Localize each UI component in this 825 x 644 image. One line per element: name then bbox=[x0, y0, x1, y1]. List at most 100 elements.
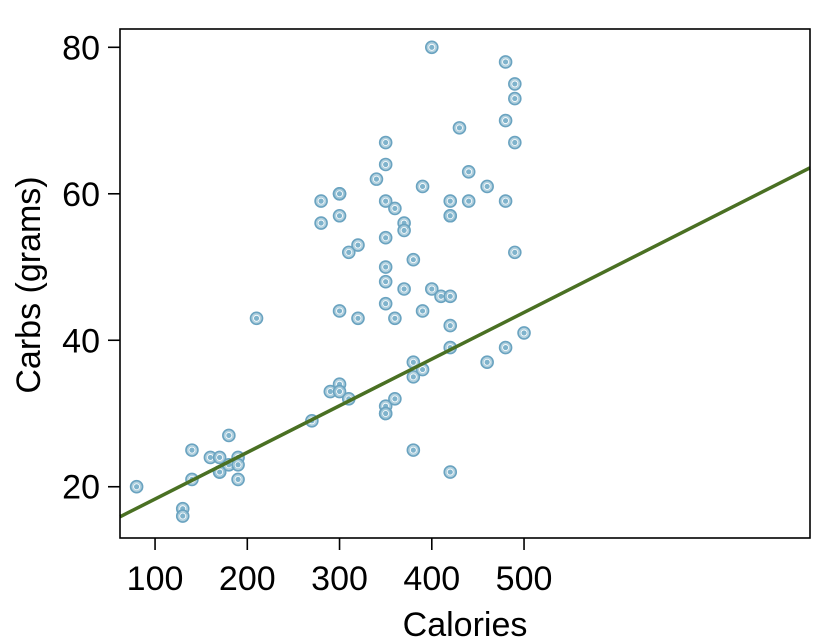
data-point bbox=[378, 135, 393, 150]
data-point bbox=[406, 252, 421, 267]
data-point bbox=[351, 311, 365, 326]
data-point-core bbox=[409, 358, 417, 366]
data-point-core bbox=[511, 139, 519, 146]
y-tick-label: 20 bbox=[62, 469, 100, 507]
data-point-core bbox=[409, 373, 417, 381]
data-point-core bbox=[446, 212, 454, 220]
data-point-core bbox=[336, 388, 343, 395]
plot-frame bbox=[119, 28, 811, 539]
data-point-core bbox=[437, 292, 445, 300]
data-point bbox=[378, 296, 393, 311]
data-point bbox=[388, 201, 402, 216]
data-point-core bbox=[446, 322, 454, 330]
data-point-core bbox=[317, 197, 325, 205]
data-point-core bbox=[373, 175, 380, 183]
data-point bbox=[508, 77, 522, 91]
data-point bbox=[498, 55, 513, 69]
data-point-core bbox=[382, 278, 390, 286]
data-point-core bbox=[336, 212, 343, 220]
y-tick-label: 60 bbox=[62, 176, 100, 214]
data-point-core bbox=[336, 190, 343, 198]
data-point-core bbox=[465, 197, 473, 205]
data-point-core bbox=[502, 117, 509, 124]
data-point bbox=[185, 443, 199, 457]
x-tick-label: 500 bbox=[496, 560, 553, 598]
data-point bbox=[388, 311, 402, 326]
data-point bbox=[249, 311, 264, 326]
data-point bbox=[175, 509, 190, 523]
data-point-core bbox=[382, 234, 390, 242]
data-point bbox=[222, 428, 236, 443]
data-point bbox=[378, 157, 393, 172]
data-point-core bbox=[446, 292, 454, 300]
data-point-core bbox=[216, 468, 224, 476]
data-point-core bbox=[317, 219, 325, 227]
data-point-core bbox=[179, 512, 187, 520]
data-point bbox=[378, 274, 393, 289]
data-point-core bbox=[428, 285, 436, 293]
data-point bbox=[323, 384, 338, 399]
data-point bbox=[314, 216, 328, 230]
x-tick-label: 400 bbox=[403, 560, 460, 598]
trend-line bbox=[119, 166, 811, 519]
x-tick-label: 200 bbox=[219, 560, 276, 598]
data-point bbox=[332, 186, 347, 201]
data-point bbox=[397, 282, 411, 296]
data-point-core bbox=[419, 366, 426, 373]
data-point bbox=[517, 326, 531, 340]
data-point-core bbox=[382, 410, 390, 417]
data-point bbox=[498, 113, 513, 128]
data-point bbox=[397, 223, 411, 238]
data-point bbox=[369, 172, 384, 186]
y-axis: 20 40 60 80 bbox=[62, 29, 120, 507]
data-point-core bbox=[225, 432, 233, 439]
data-point-core bbox=[446, 197, 454, 205]
data-point-core bbox=[409, 256, 417, 264]
data-point bbox=[388, 392, 402, 406]
data-point-core bbox=[336, 307, 343, 315]
data-point-core bbox=[391, 314, 399, 322]
data-point-core bbox=[345, 248, 353, 256]
data-point bbox=[461, 165, 476, 179]
data-point bbox=[378, 260, 393, 274]
x-tick-label: 100 bbox=[127, 560, 184, 598]
data-point-core bbox=[502, 58, 509, 66]
data-point bbox=[508, 91, 522, 106]
data-point bbox=[231, 457, 245, 472]
data-point bbox=[332, 208, 347, 223]
data-point bbox=[443, 289, 458, 304]
data-point-core bbox=[502, 344, 509, 351]
data-point-core bbox=[133, 483, 141, 491]
data-point bbox=[508, 135, 522, 150]
data-point bbox=[424, 40, 439, 55]
data-point-core bbox=[234, 461, 242, 469]
data-point-core bbox=[207, 454, 214, 461]
data-point-core bbox=[465, 168, 473, 176]
data-point-core bbox=[382, 263, 390, 271]
data-point bbox=[332, 304, 347, 318]
data-point-core bbox=[253, 314, 260, 322]
data-point bbox=[498, 194, 513, 208]
data-point bbox=[378, 194, 393, 208]
data-point-core bbox=[511, 248, 519, 256]
data-point-core bbox=[354, 314, 362, 322]
data-point-core bbox=[216, 454, 224, 461]
x-axis: 100 200 300 400 500 bbox=[127, 538, 553, 598]
data-point bbox=[480, 355, 494, 370]
data-point-core bbox=[520, 329, 528, 337]
data-point bbox=[129, 479, 144, 494]
data-point bbox=[443, 194, 458, 208]
data-point-core bbox=[483, 358, 491, 366]
data-point-core bbox=[400, 285, 408, 293]
data-point bbox=[452, 121, 467, 135]
data-point bbox=[378, 230, 393, 245]
data-point-core bbox=[382, 139, 390, 146]
data-point-core bbox=[326, 388, 334, 395]
data-point-core bbox=[382, 300, 390, 308]
data-point bbox=[480, 179, 494, 194]
data-point-core bbox=[428, 43, 436, 51]
data-point-core bbox=[446, 468, 454, 476]
y-axis-title: Carbs (grams) bbox=[10, 176, 48, 393]
data-point bbox=[508, 245, 522, 260]
